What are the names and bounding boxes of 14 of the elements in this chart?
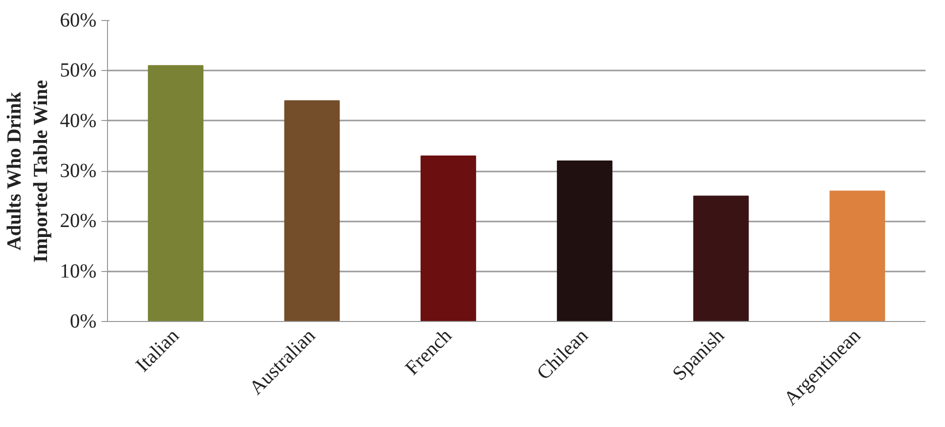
bar	[693, 196, 749, 322]
y-axis-title: Adults Who Drink Imported Table Wine	[3, 80, 52, 263]
y-tick-label: 50%	[60, 60, 97, 82]
y-tick-label: 40%	[60, 110, 97, 132]
bar	[830, 190, 886, 322]
y-tick-label: 0%	[70, 310, 97, 332]
bar	[556, 160, 612, 322]
y-tick-label: 60%	[60, 10, 97, 32]
bar	[284, 100, 340, 322]
y-tick-label: 20%	[60, 210, 97, 232]
y-tick-label: 30%	[60, 160, 97, 182]
bar	[148, 65, 204, 322]
y-tick-label: 10%	[60, 260, 97, 282]
bar	[420, 155, 476, 322]
